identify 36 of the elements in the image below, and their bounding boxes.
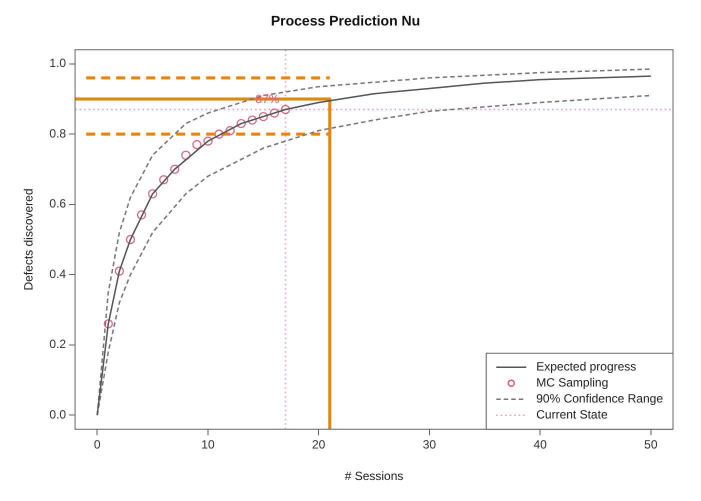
point (148, 189, 158, 198)
point (170, 164, 180, 174)
point (270, 108, 279, 118)
point (248, 115, 257, 125)
y-tick-label: 0.6 (49, 196, 66, 211)
y-axis-title: Defects discovered (22, 188, 36, 291)
point (226, 126, 235, 136)
point (136, 210, 146, 220)
point (258, 112, 268, 122)
point (236, 118, 246, 128)
point (159, 175, 168, 184)
legend-label: Expected progress (536, 360, 636, 374)
legend-label: 90% Confidence Range (536, 392, 664, 406)
x-tick-label: 10 (201, 438, 215, 452)
point (104, 319, 113, 328)
y-tick-label: 0.4 (49, 266, 66, 281)
point (126, 234, 136, 244)
x-axis-title: # Sessions (344, 469, 404, 484)
point (214, 130, 224, 139)
legend-label: MC Sampling (536, 376, 608, 390)
x-tick-label: 30 (422, 438, 436, 452)
x-tick-label: 40 (533, 438, 548, 452)
y-tick-label: 0.2 (49, 337, 66, 352)
y-tick-label: 1.0 (49, 56, 66, 70)
point (203, 136, 213, 146)
chart-title: Process Prediction Nu (270, 12, 420, 28)
x-tick-label: 20 (312, 438, 326, 452)
point (114, 266, 124, 276)
point (181, 150, 190, 160)
y-tick-label: 0.0 (49, 407, 66, 422)
x-tick-label: 0 (94, 438, 101, 452)
point (192, 140, 202, 150)
x-tick-label: 50 (644, 438, 658, 452)
point (280, 104, 290, 114)
legend-label: Current State (536, 408, 608, 422)
y-tick-label: 0.8 (49, 126, 66, 140)
